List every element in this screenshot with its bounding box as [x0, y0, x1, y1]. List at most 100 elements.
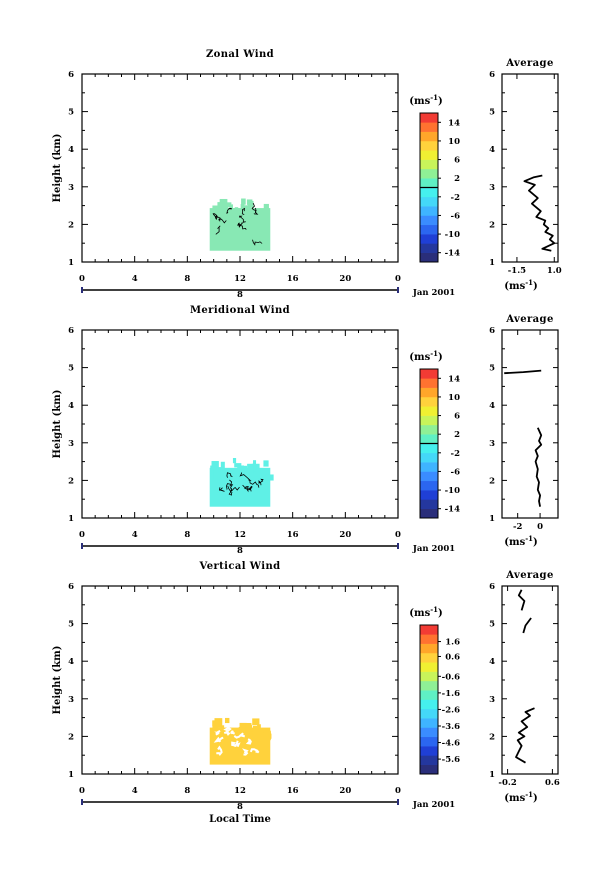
x-tick-label: 0	[79, 274, 85, 284]
x-tick-label: 0	[79, 530, 85, 540]
colorbar-tick-label: -14	[445, 249, 460, 259]
data-cell	[252, 725, 258, 736]
data-cell	[243, 465, 248, 476]
x-tick-label: 4	[132, 786, 138, 796]
y-tick-label: 3	[68, 695, 74, 705]
colorbar-band	[420, 150, 438, 160]
date-bar-label: 8	[237, 290, 243, 300]
colorbar-band	[420, 718, 438, 728]
colorbar-band	[420, 499, 438, 509]
average-y-tick-label: 1	[489, 258, 495, 268]
colorbar-band	[420, 490, 438, 500]
colorbar-band	[420, 434, 438, 444]
colorbar-band	[420, 168, 438, 179]
x-tick-label: 20	[339, 786, 351, 796]
contour-line	[231, 741, 237, 748]
colorbar-tick-label: -2	[451, 449, 461, 459]
y-tick-label: 5	[68, 364, 74, 374]
average-y-tick-label: 2	[489, 732, 495, 742]
average-profile-line	[517, 589, 526, 611]
average-x-tick-label: 1.0	[547, 266, 562, 276]
colorbar-tick-label: -5.6	[442, 755, 460, 765]
data-cell	[217, 202, 223, 207]
date-bar-label: 8	[237, 546, 243, 556]
colorbar-tick-label: 2	[454, 430, 460, 440]
contour-line	[249, 486, 253, 492]
average-x-tick-label: -0.2	[498, 778, 516, 788]
colorbar-tick-label: 2	[454, 174, 460, 184]
data-cell	[220, 461, 225, 471]
average-title: Average	[505, 314, 553, 325]
unit-exponent: -1	[430, 93, 438, 102]
colorbar-frame	[419, 624, 439, 775]
data-cell	[219, 198, 228, 209]
data-cell	[241, 732, 249, 741]
contour-line	[234, 740, 241, 748]
data-cell	[224, 717, 230, 724]
colorbar-band	[420, 369, 438, 379]
colorbar-band	[420, 508, 438, 519]
colorbar-band	[420, 755, 438, 765]
plot-title: Meridional Wind	[190, 305, 290, 316]
data-cell	[247, 463, 254, 473]
colorbar-band	[420, 699, 438, 710]
contour-line	[223, 726, 232, 734]
y-tick-label: 3	[68, 183, 74, 193]
colorbar-tick-label: -2.6	[442, 705, 460, 715]
data-cell	[263, 460, 269, 467]
data-cell	[252, 718, 260, 726]
contour-line	[215, 225, 221, 235]
contour-line	[239, 472, 252, 482]
average-profile-line	[504, 369, 542, 375]
average-y-tick-label: 5	[489, 620, 495, 630]
unit-base: ms	[509, 281, 526, 292]
average-y-tick-label: 6	[489, 70, 495, 80]
colorbar-tick-label: 6	[454, 156, 460, 166]
date-label: Jan 2001	[412, 544, 455, 554]
average-y-tick-label: 3	[489, 439, 495, 449]
average-y-tick-label: 1	[489, 514, 495, 524]
colorbar-band	[420, 680, 438, 691]
unit-base: ms	[414, 96, 431, 107]
unit-base: ms	[414, 608, 431, 619]
y-tick-label: 5	[68, 620, 74, 630]
average-y-tick-label: 3	[489, 183, 495, 193]
data-cell	[213, 468, 221, 479]
x-tick-label: 0	[395, 786, 401, 796]
y-axis-label: Height (km)	[52, 390, 63, 459]
data-cell	[247, 200, 254, 208]
colorbar-tick-label: 14	[448, 374, 460, 384]
data-cell	[257, 724, 261, 730]
colorbar-band	[420, 215, 438, 226]
contour-line	[230, 486, 240, 492]
data-cell	[220, 733, 227, 740]
colorbar-band	[420, 671, 438, 682]
x-tick-label: 8	[184, 274, 190, 284]
average-title: Average	[505, 570, 553, 581]
contour-line	[249, 480, 260, 488]
average-x-tick-label: 0.6	[545, 778, 560, 788]
colorbar-band	[420, 206, 438, 216]
colorbar-band	[420, 140, 438, 151]
contour-line	[249, 748, 260, 754]
x-tick-label: 20	[339, 274, 351, 284]
colorbar-band	[420, 652, 438, 663]
data-cell	[243, 205, 251, 214]
average-frame	[501, 585, 559, 775]
y-tick-label: 3	[68, 439, 74, 449]
unit-base: ms	[414, 352, 431, 363]
y-tick-label: 4	[68, 401, 74, 411]
x-tick-label: 16	[287, 786, 299, 796]
data-cell	[262, 213, 269, 222]
colorbar-tick-label: 10	[448, 393, 460, 403]
y-tick-label: 6	[68, 70, 74, 80]
x-tick-label: 12	[234, 274, 246, 284]
colorbar-tick-label: -0.6	[442, 672, 460, 682]
average-frame	[501, 329, 559, 519]
average-x-tick-label: -1.5	[508, 266, 526, 276]
colorbar-band	[420, 643, 438, 654]
colorbar-band	[420, 424, 438, 435]
data-cell	[224, 215, 228, 222]
